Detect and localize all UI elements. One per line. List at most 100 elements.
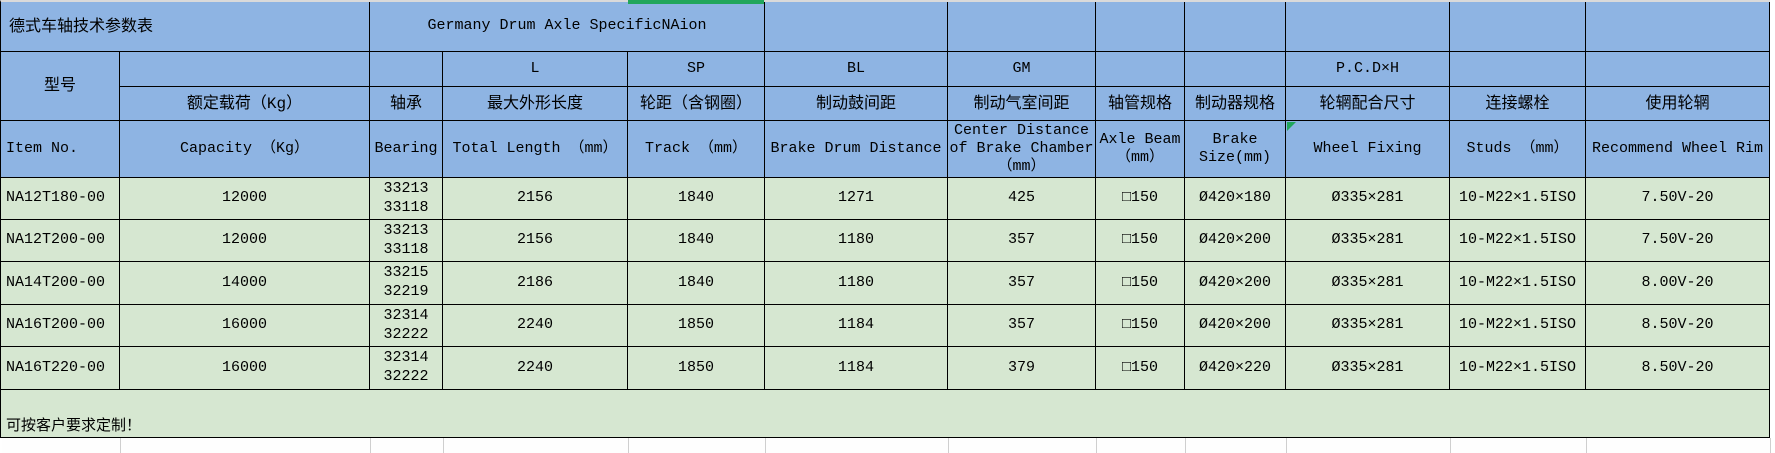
- header-spacer-axle-beam[interactable]: [1096, 2, 1185, 52]
- cell-capacity[interactable]: 16000: [120, 305, 370, 347]
- cell-total-length[interactable]: 2156: [443, 220, 628, 262]
- table-title-zh[interactable]: 德式车轴技术参数表: [1, 2, 370, 52]
- header-zh-rim[interactable]: 使用轮辋: [1586, 87, 1770, 121]
- partial-cell[interactable]: [948, 438, 1097, 453]
- partial-cell[interactable]: [765, 438, 949, 453]
- header-en-wheel-fixing[interactable]: Wheel Fixing: [1286, 121, 1450, 178]
- cell-brake-drum[interactable]: 1184: [765, 305, 948, 347]
- header-zh-bearing[interactable]: 轴承: [370, 87, 443, 121]
- cell-track[interactable]: 1850: [628, 305, 765, 347]
- header-code-brake-drum[interactable]: BL: [765, 52, 948, 87]
- footer-note-cell[interactable]: 可按客户要求定制！: [1, 390, 1770, 438]
- partial-cell[interactable]: [1185, 438, 1287, 453]
- header-zh-brake-size[interactable]: 制动器规格: [1185, 87, 1286, 121]
- cell-chamber[interactable]: 379: [948, 347, 1096, 390]
- cell-studs[interactable]: 10-M22×1.5ISO: [1450, 220, 1586, 262]
- cell-total-length[interactable]: 2240: [443, 305, 628, 347]
- header-spacer-wheel-fixing[interactable]: [1286, 2, 1450, 52]
- table-title-en[interactable]: Germany Drum Axle SpecificNAion: [370, 2, 765, 52]
- cell-chamber[interactable]: 357: [948, 262, 1096, 305]
- header-en-brake-drum[interactable]: Brake Drum Distance: [765, 121, 948, 178]
- cell-brake-drum[interactable]: 1271: [765, 178, 948, 220]
- partial-cell[interactable]: [1096, 438, 1186, 453]
- cell-wheel-fixing[interactable]: Ø335×281: [1286, 305, 1450, 347]
- header-zh-brake-drum[interactable]: 制动鼓间距: [765, 87, 948, 121]
- cell-studs[interactable]: 10-M22×1.5ISO: [1450, 262, 1586, 305]
- cell-capacity[interactable]: 14000: [120, 262, 370, 305]
- header-code-studs[interactable]: [1450, 52, 1586, 87]
- partial-cell[interactable]: [1586, 438, 1771, 453]
- cell-brake-drum[interactable]: 1180: [765, 262, 948, 305]
- header-en-rim[interactable]: Recommend Wheel Rim: [1586, 121, 1770, 178]
- header-code-capacity[interactable]: [120, 52, 370, 87]
- partial-cell[interactable]: [1450, 438, 1587, 453]
- cell-bearing[interactable]: 32314 32222: [370, 305, 443, 347]
- header-spacer-studs[interactable]: [1450, 2, 1586, 52]
- cell-bearing[interactable]: 33215 32219: [370, 262, 443, 305]
- header-code-chamber[interactable]: GM: [948, 52, 1096, 87]
- cell-rim[interactable]: 8.50V-20: [1586, 305, 1770, 347]
- partial-cell[interactable]: [1, 438, 121, 453]
- cell-brake-drum[interactable]: 1180: [765, 220, 948, 262]
- cell-chamber[interactable]: 357: [948, 220, 1096, 262]
- header-code-track[interactable]: SP: [628, 52, 765, 87]
- cell-axle-beam[interactable]: □150: [1096, 305, 1185, 347]
- cell-track[interactable]: 1840: [628, 178, 765, 220]
- header-code-bearing[interactable]: [370, 52, 443, 87]
- header-zh-chamber[interactable]: 制动气室间距: [948, 87, 1096, 121]
- cell-rim[interactable]: 7.50V-20: [1586, 220, 1770, 262]
- header-en-item-no[interactable]: Item No.: [1, 121, 120, 178]
- header-code-axle-beam[interactable]: [1096, 52, 1185, 87]
- cell-brake-size[interactable]: Ø420×220: [1185, 347, 1286, 390]
- partial-cell[interactable]: [120, 438, 371, 453]
- header-en-axle-beam[interactable]: Axle Beam （mm）: [1096, 121, 1185, 178]
- cell-brake-size[interactable]: Ø420×200: [1185, 305, 1286, 347]
- header-en-track[interactable]: Track （mm）: [628, 121, 765, 178]
- cell-rim[interactable]: 8.50V-20: [1586, 347, 1770, 390]
- cell-wheel-fixing[interactable]: Ø335×281: [1286, 220, 1450, 262]
- cell-chamber[interactable]: 425: [948, 178, 1096, 220]
- cell-total-length[interactable]: 2240: [443, 347, 628, 390]
- header-en-capacity[interactable]: Capacity （Kg）: [120, 121, 370, 178]
- cell-item-no[interactable]: NA16T220-00: [1, 347, 120, 390]
- cell-bearing[interactable]: 33213 33118: [370, 220, 443, 262]
- cell-item-no[interactable]: NA16T200-00: [1, 305, 120, 347]
- header-en-chamber[interactable]: Center Distance of Brake Chamber （mm）: [948, 121, 1096, 178]
- cell-capacity[interactable]: 16000: [120, 347, 370, 390]
- header-en-studs[interactable]: Studs （mm）: [1450, 121, 1586, 178]
- cell-axle-beam[interactable]: □150: [1096, 220, 1185, 262]
- cell-wheel-fixing[interactable]: Ø335×281: [1286, 262, 1450, 305]
- header-code-wheel-fixing[interactable]: P.C.D×H: [1286, 52, 1450, 87]
- header-en-brake-size[interactable]: Brake Size(mm): [1185, 121, 1286, 178]
- cell-bearing[interactable]: 33213 33118: [370, 178, 443, 220]
- cell-capacity[interactable]: 12000: [120, 178, 370, 220]
- cell-wheel-fixing[interactable]: Ø335×281: [1286, 347, 1450, 390]
- header-code-rim[interactable]: [1586, 52, 1770, 87]
- cell-capacity[interactable]: 12000: [120, 220, 370, 262]
- cell-wheel-fixing[interactable]: Ø335×281: [1286, 178, 1450, 220]
- cell-brake-size[interactable]: Ø420×200: [1185, 262, 1286, 305]
- cell-rim[interactable]: 8.00V-20: [1586, 262, 1770, 305]
- header-spacer-brake-drum[interactable]: [765, 2, 948, 52]
- header-zh-axle-beam[interactable]: 轴管规格: [1096, 87, 1185, 121]
- cell-item-no[interactable]: NA12T180-00: [1, 178, 120, 220]
- cell-track[interactable]: 1850: [628, 347, 765, 390]
- header-en-bearing[interactable]: Bearing: [370, 121, 443, 178]
- cell-item-no[interactable]: NA14T200-00: [1, 262, 120, 305]
- header-zh-total-length[interactable]: 最大外形长度: [443, 87, 628, 121]
- header-code-brake-size[interactable]: [1185, 52, 1286, 87]
- cell-track[interactable]: 1840: [628, 220, 765, 262]
- cell-studs[interactable]: 10-M22×1.5ISO: [1450, 178, 1586, 220]
- header-spacer-brake-size[interactable]: [1185, 2, 1286, 52]
- header-en-total-length[interactable]: Total Length （mm）: [443, 121, 628, 178]
- header-zh-capacity[interactable]: 额定载荷（Kg）: [120, 87, 370, 121]
- header-code-total-length[interactable]: L: [443, 52, 628, 87]
- header-spacer-rim[interactable]: [1586, 2, 1770, 52]
- cell-brake-size[interactable]: Ø420×200: [1185, 220, 1286, 262]
- cell-axle-beam[interactable]: □150: [1096, 178, 1185, 220]
- header-zh-item-no[interactable]: 型号: [1, 52, 120, 121]
- cell-total-length[interactable]: 2156: [443, 178, 628, 220]
- header-zh-wheel-fixing[interactable]: 轮辋配合尺寸: [1286, 87, 1450, 121]
- cell-studs[interactable]: 10-M22×1.5ISO: [1450, 347, 1586, 390]
- header-zh-studs[interactable]: 连接螺栓: [1450, 87, 1586, 121]
